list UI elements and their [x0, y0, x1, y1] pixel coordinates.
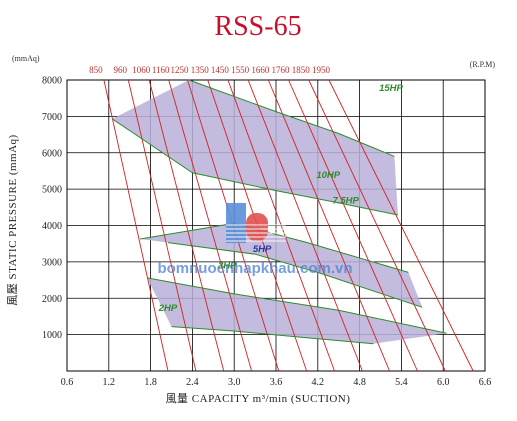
- rpm-tick-label: 1660: [251, 65, 270, 75]
- hp-curve: [171, 326, 374, 345]
- rpm-tick-label: 1350: [191, 65, 210, 75]
- rpm-tick-label: 1450: [211, 65, 230, 75]
- x-tick-label: 5.4: [395, 377, 408, 388]
- hp-curve: [167, 242, 423, 308]
- x-tick-label: 3.6: [270, 377, 283, 388]
- x-axis-label: 風量 CAPACITY m³/min (SUCTION): [166, 392, 351, 405]
- x-tick-label: 3.0: [228, 377, 241, 388]
- y-tick-label: 6000: [42, 148, 62, 159]
- rpm-line: [168, 79, 253, 372]
- y-tick-label: 2000: [42, 294, 62, 305]
- rpm-line: [127, 79, 197, 372]
- logo-block-p: [246, 213, 268, 241]
- rpm-line: [103, 79, 169, 372]
- hp-curve: [188, 79, 395, 157]
- y-tick-label: 7000: [42, 112, 62, 123]
- rpm-line: [328, 79, 474, 372]
- watermark: bomnuocnhapkhau.com.vn: [157, 260, 352, 277]
- rpm-tick-label: 960: [114, 65, 128, 75]
- rpm-tick-label: 1760: [272, 65, 291, 75]
- logo: LP: [226, 203, 286, 243]
- y-tick-label: 8000: [42, 76, 62, 87]
- y-unit: (mmAq): [12, 54, 40, 63]
- series-label: 7.5HP: [332, 196, 359, 207]
- y-axis-label: 風壓 STATIC PRESSURE (mmAq): [6, 134, 19, 305]
- rpm-line: [267, 79, 390, 372]
- series-labels: 15HP 10HP 7.5HP 5HP 3HP 2HP: [158, 83, 404, 314]
- rpm-tick-label: 1850: [292, 65, 311, 75]
- series-label: 2HP: [158, 303, 178, 314]
- x-tick-label: 6.0: [437, 377, 450, 388]
- rpm-tick-label: 1550: [231, 65, 250, 75]
- rpm-tick-label: 850: [89, 65, 103, 75]
- series-label: 3HP: [218, 260, 237, 271]
- rpm-tick-label: 1060: [132, 65, 151, 75]
- series-label: 5HP: [253, 244, 272, 255]
- hp-curve: [112, 118, 399, 216]
- rpm-line: [148, 79, 225, 372]
- y-tick-label: 5000: [42, 185, 62, 196]
- x-tick-label: 6.6: [479, 377, 492, 388]
- chart-title: RSS-65: [214, 11, 301, 42]
- axis-ticks: 0.6 1.2 1.8 2.4 3.0 3.6 4.2 4.8 5.4 6.0 6.6 1000 200…: [42, 65, 491, 388]
- rpm-tick-label: 1160: [152, 65, 170, 75]
- x-tick-label: 1.8: [144, 377, 157, 388]
- rpm-line: [247, 79, 363, 372]
- logo-mark: LP: [226, 203, 286, 243]
- x-tick-label: 4.2: [312, 377, 325, 388]
- rpm-unit: (R.P.M): [470, 60, 496, 69]
- y-tick-label: 3000: [42, 257, 62, 268]
- y-tick-label: 1000: [42, 330, 62, 341]
- rpm-tick-label: 1250: [171, 65, 190, 75]
- hp-curve: [147, 277, 447, 334]
- series-label: 15HP: [379, 83, 403, 94]
- rpm-tick-label: 1950: [312, 65, 331, 75]
- x-tick-label: 1.2: [103, 377, 116, 388]
- series-label: 10HP: [316, 170, 340, 181]
- rpm-line: [308, 79, 446, 372]
- y-tick-label: 4000: [42, 221, 62, 232]
- hp-band: [140, 223, 423, 308]
- hp-band: [112, 80, 398, 215]
- x-tick-label: 0.6: [61, 377, 74, 388]
- x-tick-label: 4.8: [353, 377, 366, 388]
- x-tick-label: 2.4: [186, 377, 199, 388]
